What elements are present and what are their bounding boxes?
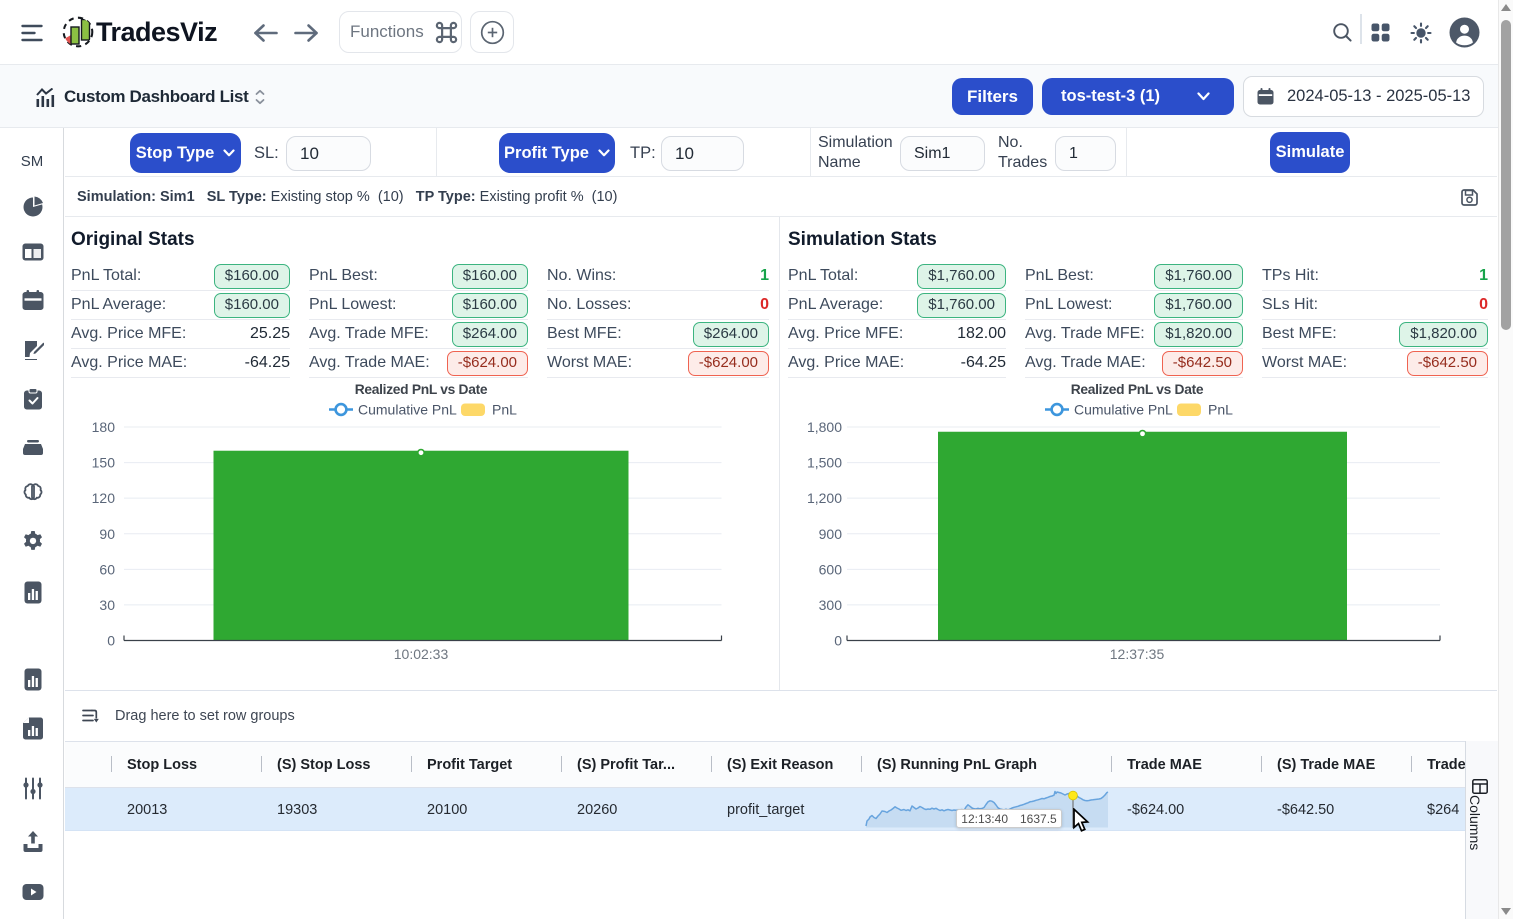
- svg-text:PnL: PnL: [1208, 402, 1233, 418]
- svg-text:1,200: 1,200: [807, 490, 842, 506]
- svg-text:90: 90: [99, 526, 115, 542]
- svg-text:Cumulative PnL: Cumulative PnL: [358, 402, 457, 418]
- svg-text:12:37:35: 12:37:35: [1110, 646, 1165, 662]
- svg-text:Realized PnL vs Date: Realized PnL vs Date: [1071, 382, 1204, 397]
- svg-text:10:02:33: 10:02:33: [394, 646, 449, 662]
- svg-text:900: 900: [819, 526, 843, 542]
- svg-text:1,800: 1,800: [807, 419, 842, 435]
- svg-text:600: 600: [819, 561, 843, 577]
- svg-text:30: 30: [99, 597, 115, 613]
- svg-text:Realized PnL vs Date: Realized PnL vs Date: [355, 382, 488, 397]
- svg-text:150: 150: [92, 455, 116, 471]
- svg-text:0: 0: [834, 633, 842, 649]
- svg-text:180: 180: [92, 419, 116, 435]
- svg-text:0: 0: [107, 633, 115, 649]
- svg-text:Cumulative PnL: Cumulative PnL: [1074, 402, 1173, 418]
- svg-text:60: 60: [99, 561, 115, 577]
- svg-text:PnL: PnL: [492, 402, 517, 418]
- svg-text:120: 120: [92, 490, 116, 506]
- svg-text:300: 300: [819, 597, 843, 613]
- svg-text:1,500: 1,500: [807, 455, 842, 471]
